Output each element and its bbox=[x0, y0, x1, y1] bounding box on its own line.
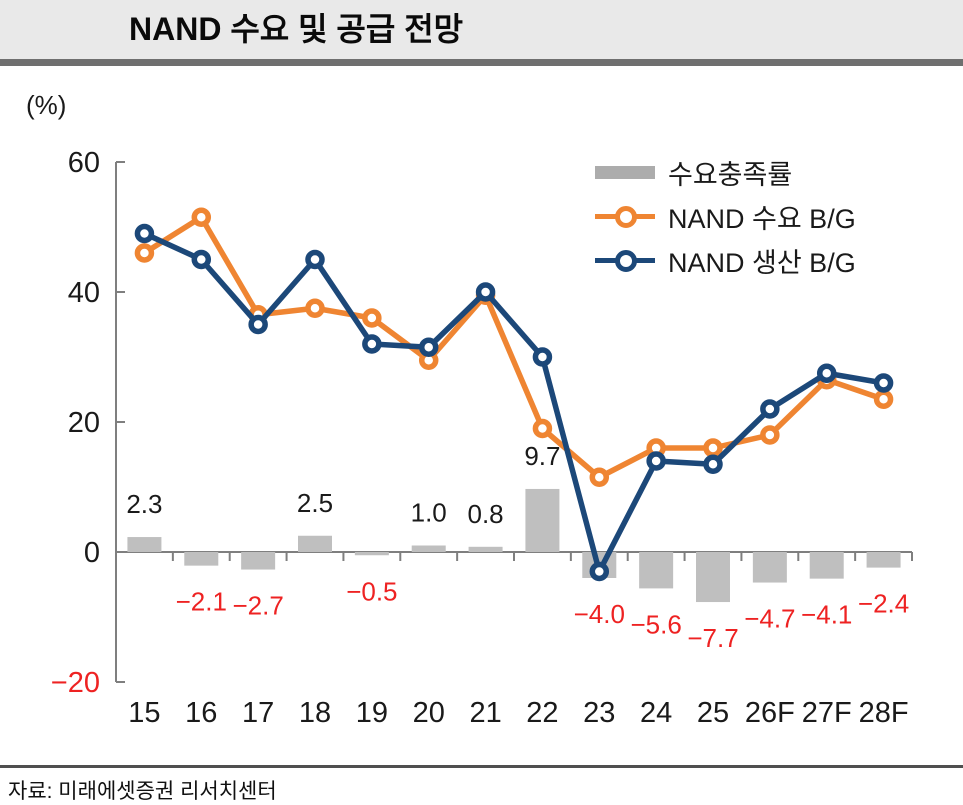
gray-bar-swatch-icon bbox=[595, 165, 655, 179]
x-axis-label: 15 bbox=[128, 697, 160, 729]
legend-item-nand-production: NAND 생산 B/G bbox=[595, 238, 856, 282]
fulfillment-bar bbox=[696, 552, 730, 603]
navy-line-marker-icon bbox=[595, 250, 655, 272]
nand-demand-point bbox=[191, 207, 212, 227]
fulfillment-bar bbox=[468, 546, 503, 552]
fulfillment-bar bbox=[298, 535, 332, 552]
legend-label: NAND 수요 B/G bbox=[668, 203, 856, 234]
x-axis-label: 24 bbox=[640, 697, 672, 729]
nand-production-point bbox=[248, 314, 268, 335]
nand-demand-point bbox=[134, 243, 155, 263]
fulfillment-bar bbox=[639, 552, 674, 589]
chart-area: −20 0 20 40 60 (%) 2.3 −2.1 −2.7 2.5 −0.5 1.0 0.8 9.7… bbox=[0, 66, 963, 765]
y-tick-label: 40 bbox=[68, 277, 100, 309]
nand-demand-point bbox=[589, 467, 610, 487]
nand-demand-point bbox=[532, 418, 553, 439]
nand-production-point bbox=[418, 337, 439, 357]
nand-demand-point bbox=[305, 298, 325, 318]
bar-value-label: −4.0 bbox=[574, 599, 625, 629]
nand-production-line bbox=[143, 230, 885, 575]
bar-value-label: −5.6 bbox=[630, 609, 681, 639]
title-bar: NAND 수요 및 공급 전망 bbox=[0, 0, 963, 66]
bar-value-label: 2.3 bbox=[126, 489, 162, 519]
legend-label: NAND 생산 B/G bbox=[668, 247, 856, 278]
bar-value-label: 2.5 bbox=[297, 488, 333, 518]
fulfillment-bar bbox=[184, 552, 219, 566]
bar-value-label: −0.5 bbox=[346, 576, 397, 606]
x-axis-label: 26F bbox=[745, 697, 795, 729]
x-axis-label: 16 bbox=[185, 697, 217, 729]
x-axis-label: 17 bbox=[242, 697, 274, 729]
fulfillment-bar bbox=[354, 552, 389, 556]
x-axis-label: 22 bbox=[526, 697, 558, 729]
nand-production-point bbox=[760, 399, 780, 419]
nand-demand-point bbox=[760, 425, 780, 445]
x-axis-label: 27F bbox=[802, 697, 852, 729]
nand-production-point bbox=[362, 334, 382, 354]
bar-value-label: −2.1 bbox=[176, 587, 227, 617]
fulfillment-bar bbox=[241, 552, 276, 570]
nand-production-point bbox=[589, 561, 610, 582]
bar-value-label: 1.0 bbox=[411, 498, 447, 528]
bar-value-label: 0.8 bbox=[467, 499, 503, 529]
bar-value-label: −4.1 bbox=[801, 600, 852, 630]
y-tick-label: 60 bbox=[68, 147, 100, 179]
fulfillment-bar bbox=[411, 545, 446, 552]
nand-production-point bbox=[191, 249, 212, 270]
nand-supply-demand-chart: −20 0 20 40 60(%) 2.3 −2.1 −2.7 2.5 −0.5 1.0 0.8 9.7… bbox=[26, 90, 913, 729]
y-axis-unit-label: (%) bbox=[26, 90, 66, 120]
page-title: NAND 수요 및 공급 전망 bbox=[129, 11, 464, 47]
bar-value-label: 9.7 bbox=[524, 441, 560, 471]
x-axis-label: 19 bbox=[356, 697, 388, 729]
legend-label: 수요충족률 bbox=[668, 159, 793, 190]
legend-item-nand-demand: NAND 수요 B/G bbox=[595, 194, 856, 238]
x-axis-label: 21 bbox=[469, 697, 501, 729]
bar-value-label: −4.7 bbox=[744, 604, 795, 634]
orange-line-marker-icon bbox=[595, 206, 655, 228]
nand-demand-point bbox=[873, 389, 894, 409]
x-axis-label: 28F bbox=[859, 697, 909, 729]
x-axis-label: 23 bbox=[583, 697, 615, 729]
y-tick-label: −20 bbox=[51, 667, 100, 699]
bar-value-label: −7.7 bbox=[687, 623, 738, 653]
nand-production-point bbox=[305, 249, 325, 270]
nand-production-point bbox=[816, 363, 837, 383]
nand-production-point bbox=[475, 282, 496, 302]
nand-production-point bbox=[532, 347, 553, 367]
x-axis-label: 25 bbox=[697, 697, 729, 729]
fulfillment-bar bbox=[525, 488, 560, 552]
y-tick-label: 0 bbox=[84, 537, 100, 569]
fulfillment-bar bbox=[809, 552, 844, 579]
fulfillment-bar bbox=[752, 552, 787, 583]
source-text: 자료: 미래에셋증권 리서치센터 bbox=[8, 780, 277, 803]
bar-value-label: −2.4 bbox=[858, 589, 909, 619]
nand-production-point bbox=[703, 454, 723, 474]
legend-item-fulfillment: 수요충족률 bbox=[595, 150, 856, 194]
fulfillment-bar bbox=[866, 552, 901, 568]
nand-demand-point bbox=[362, 308, 382, 328]
nand-production-point bbox=[646, 451, 666, 471]
x-axis-label: 20 bbox=[413, 697, 445, 729]
fulfillment-bar bbox=[127, 537, 162, 552]
chart-legend: 수요충족률 NAND 수요 B/G NAND 생산 B/G bbox=[595, 150, 856, 282]
nand-production-point bbox=[873, 373, 894, 393]
x-axis-label: 18 bbox=[299, 697, 331, 729]
source-footer: 자료: 미래에셋증권 리서치센터 bbox=[0, 765, 963, 805]
bar-value-label: −2.7 bbox=[232, 591, 283, 621]
nand-production-point bbox=[134, 223, 155, 244]
nand-demand-point bbox=[703, 438, 723, 458]
y-tick-label: 20 bbox=[68, 407, 100, 439]
